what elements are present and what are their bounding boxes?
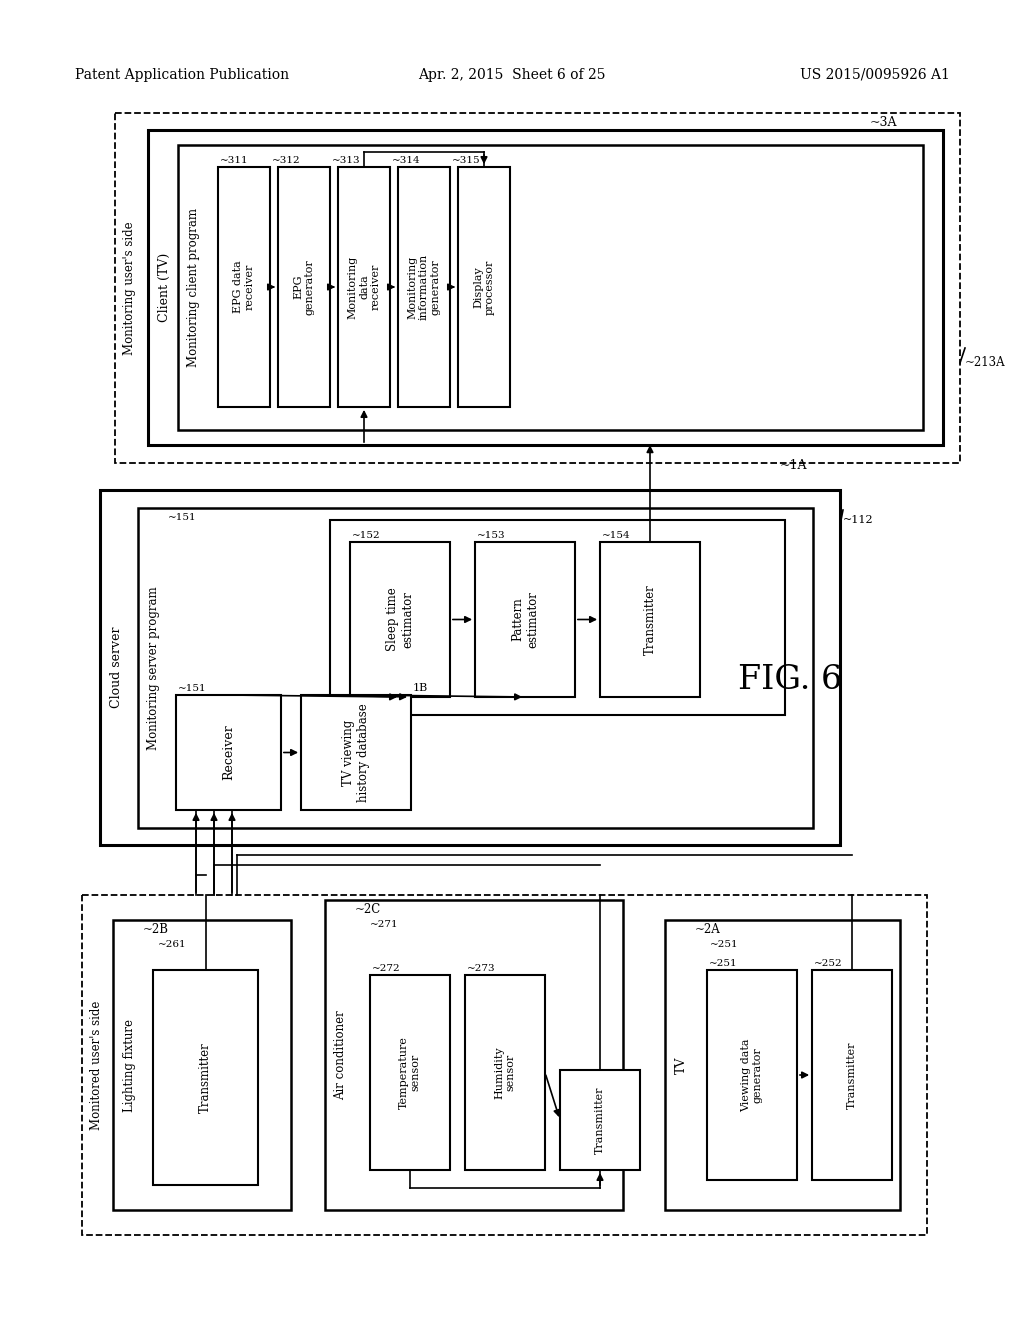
Text: FIG. 6: FIG. 6 bbox=[738, 664, 842, 696]
Bar bbox=[153, 970, 258, 1185]
Text: ~251: ~251 bbox=[709, 960, 737, 968]
Bar bbox=[600, 543, 700, 697]
Bar bbox=[330, 520, 785, 715]
Text: TV: TV bbox=[675, 1056, 687, 1073]
Text: Viewing data
generator: Viewing data generator bbox=[741, 1039, 763, 1111]
Text: ~314: ~314 bbox=[392, 156, 421, 165]
Bar bbox=[113, 920, 291, 1210]
Text: ~313: ~313 bbox=[332, 156, 360, 165]
Text: Patent Application Publication: Patent Application Publication bbox=[75, 69, 289, 82]
Text: ~112: ~112 bbox=[843, 515, 873, 525]
Text: Transmitter: Transmitter bbox=[643, 585, 656, 655]
Text: Cloud server: Cloud server bbox=[110, 627, 123, 709]
Text: Lighting fixture: Lighting fixture bbox=[123, 1019, 135, 1111]
Bar bbox=[278, 168, 330, 407]
Text: Monitored user's side: Monitored user's side bbox=[89, 1001, 102, 1130]
Text: ~311: ~311 bbox=[220, 156, 249, 165]
Text: Transmitter: Transmitter bbox=[595, 1086, 605, 1154]
Bar bbox=[458, 168, 510, 407]
Text: ~315: ~315 bbox=[452, 156, 480, 165]
Text: TV viewing
history database: TV viewing history database bbox=[342, 704, 370, 801]
Bar bbox=[100, 490, 840, 845]
Bar bbox=[82, 895, 927, 1236]
Text: ~213A: ~213A bbox=[965, 356, 1006, 370]
Bar bbox=[178, 145, 923, 430]
Bar bbox=[138, 508, 813, 828]
Bar bbox=[465, 975, 545, 1170]
Text: Humidity
sensor: Humidity sensor bbox=[495, 1047, 516, 1098]
Text: Receiver: Receiver bbox=[222, 725, 234, 780]
Text: Sleep time
estimator: Sleep time estimator bbox=[386, 587, 414, 651]
Text: EPG data
receiver: EPG data receiver bbox=[233, 260, 255, 313]
Text: Monitoring
information
generator: Monitoring information generator bbox=[408, 253, 440, 321]
Text: ~153: ~153 bbox=[477, 531, 506, 540]
Bar bbox=[812, 970, 892, 1180]
Text: ~1A: ~1A bbox=[780, 459, 808, 473]
Text: ~273: ~273 bbox=[467, 964, 496, 973]
Text: ~151: ~151 bbox=[178, 684, 207, 693]
Text: Pattern
estimator: Pattern estimator bbox=[511, 591, 539, 648]
Text: Client (TV): Client (TV) bbox=[158, 253, 171, 322]
Text: ~2B: ~2B bbox=[143, 923, 169, 936]
Bar bbox=[148, 129, 943, 445]
Bar bbox=[370, 975, 450, 1170]
Text: Temperature
sensor: Temperature sensor bbox=[399, 1036, 421, 1109]
Bar bbox=[350, 543, 450, 697]
Bar bbox=[301, 696, 411, 810]
Bar bbox=[707, 970, 797, 1180]
Text: Apr. 2, 2015  Sheet 6 of 25: Apr. 2, 2015 Sheet 6 of 25 bbox=[418, 69, 606, 82]
Text: ~2A: ~2A bbox=[695, 923, 721, 936]
Text: ~272: ~272 bbox=[372, 964, 400, 973]
Text: Transmitter: Transmitter bbox=[847, 1041, 857, 1109]
Text: EPG
generator: EPG generator bbox=[293, 259, 314, 315]
Text: Air conditioner: Air conditioner bbox=[335, 1010, 347, 1100]
Text: 1B: 1B bbox=[413, 682, 428, 693]
Bar bbox=[398, 168, 450, 407]
Text: ~252: ~252 bbox=[814, 960, 843, 968]
Text: ~151: ~151 bbox=[168, 513, 197, 521]
Bar bbox=[115, 114, 961, 463]
Text: ~3A: ~3A bbox=[870, 116, 897, 129]
Text: ~251: ~251 bbox=[710, 940, 738, 949]
Text: Monitoring client program: Monitoring client program bbox=[187, 209, 201, 367]
Text: Monitoring
data
receiver: Monitoring data receiver bbox=[347, 255, 381, 318]
Text: Display
processor: Display processor bbox=[473, 259, 495, 314]
Bar bbox=[475, 543, 575, 697]
Bar bbox=[176, 696, 281, 810]
Bar bbox=[665, 920, 900, 1210]
Bar bbox=[325, 900, 623, 1210]
Text: ~2C: ~2C bbox=[355, 903, 381, 916]
Bar bbox=[338, 168, 390, 407]
Text: US 2015/0095926 A1: US 2015/0095926 A1 bbox=[800, 69, 950, 82]
Text: Monitoring server program: Monitoring server program bbox=[147, 586, 161, 750]
Text: ~312: ~312 bbox=[272, 156, 301, 165]
Text: Transmitter: Transmitter bbox=[199, 1041, 212, 1113]
Text: Monitoring user's side: Monitoring user's side bbox=[123, 222, 135, 355]
Text: ~154: ~154 bbox=[602, 531, 631, 540]
Text: ~261: ~261 bbox=[158, 940, 186, 949]
Bar bbox=[218, 168, 270, 407]
Bar bbox=[560, 1071, 640, 1170]
Text: ~271: ~271 bbox=[370, 920, 398, 929]
Text: ~152: ~152 bbox=[352, 531, 381, 540]
